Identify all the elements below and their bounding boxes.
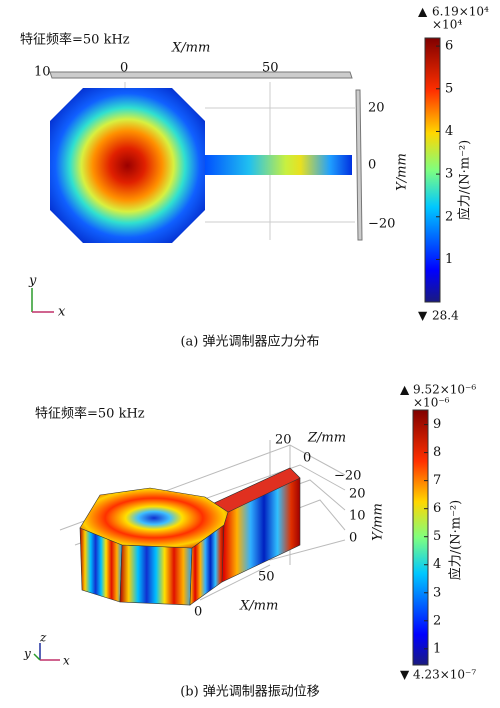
y-axis-label: Y/mm bbox=[371, 503, 386, 541]
colorbar-tick-label: 1 bbox=[433, 641, 441, 656]
colorbar-tick-label: 9 bbox=[433, 417, 441, 432]
colorbar-tick-label: 4 bbox=[433, 557, 441, 572]
colorbar-min-marker: ▼ bbox=[418, 309, 428, 323]
colorbar bbox=[412, 409, 429, 666]
y-axis-bar bbox=[355, 89, 363, 241]
y-tick: 20 bbox=[349, 487, 366, 502]
colorbar-min: 4.23×10⁻⁷ bbox=[413, 668, 476, 682]
modulator-bar bbox=[205, 155, 352, 175]
colorbar-tick-label: 5 bbox=[445, 81, 453, 96]
axis-bar bbox=[49, 71, 353, 79]
y-tick: 10 bbox=[349, 509, 366, 524]
z-tick: −20 bbox=[334, 469, 361, 484]
colorbar-min: 28.4 bbox=[432, 309, 459, 323]
panel-a: 特征频率=50 kHz X/mm 10 0 50 20 0 −20 Y/mm y… bbox=[20, 5, 489, 350]
y-tick: 20 bbox=[368, 101, 385, 116]
colorbar-max: 6.19×10⁴ bbox=[432, 5, 489, 19]
triad-x-label: x bbox=[63, 654, 70, 668]
colorbar-min-marker: ▼ bbox=[400, 668, 410, 682]
x-tick: 0 bbox=[120, 61, 128, 76]
y-tick: 0 bbox=[368, 158, 376, 173]
caption: (b) 弹光调制器振动位移 bbox=[180, 685, 320, 700]
z-tick: 0 bbox=[303, 451, 311, 466]
colorbar-tick-label: 7 bbox=[433, 473, 441, 488]
triad-z-label: z bbox=[39, 631, 47, 645]
colorbar bbox=[424, 37, 441, 303]
y-axis-label: Y/mm bbox=[395, 153, 410, 191]
x-axis-label: X/mm bbox=[171, 41, 210, 56]
colorbar-tick-label: 1 bbox=[445, 252, 453, 267]
triad-y bbox=[33, 653, 41, 661]
colorbar-tick-label: 6 bbox=[433, 501, 441, 516]
colorbar-tick-label: 3 bbox=[433, 585, 441, 600]
colorbar-label: 应力/(N·m⁻²) bbox=[457, 140, 473, 220]
y-tick: −20 bbox=[368, 217, 395, 232]
triad-x-label: x bbox=[58, 305, 66, 320]
colorbar-max-marker: ▲ bbox=[400, 383, 410, 397]
colorbar-max: 9.52×10⁻⁶ bbox=[413, 383, 476, 397]
colorbar-label: 应力/(N·m⁻²) bbox=[448, 500, 464, 580]
frequency-label: 特征频率=50 kHz bbox=[20, 32, 130, 48]
triad-y-label: y bbox=[23, 647, 31, 661]
y-tick: 0 bbox=[349, 531, 357, 546]
colorbar-tick-label: 6 bbox=[445, 39, 453, 54]
colorbar-tick-label: 2 bbox=[445, 209, 453, 224]
panel-b: 特征频率=50 kHz 20 Z/mm 0 −20 20 10 0 Y/mm 5… bbox=[23, 383, 476, 700]
octagon-front bbox=[119, 544, 193, 606]
colorbar-tick-label: 3 bbox=[445, 167, 453, 182]
caption: (a) 弹光调制器应力分布 bbox=[180, 334, 319, 350]
colorbar-tick-label: 2 bbox=[433, 613, 441, 628]
x-axis-label: X/mm bbox=[239, 599, 278, 614]
x-tick: 50 bbox=[262, 61, 279, 76]
triad-y-label: y bbox=[28, 274, 37, 289]
x-tick: 10 bbox=[34, 65, 51, 80]
colorbar-tick-label: 5 bbox=[433, 529, 441, 544]
colorbar-tick-label: 8 bbox=[433, 445, 441, 460]
z-tick: 20 bbox=[275, 433, 292, 448]
z-axis-label: Z/mm bbox=[307, 431, 346, 446]
x-tick: 0 bbox=[194, 605, 202, 620]
modulator-octagon bbox=[50, 88, 205, 243]
octagon-top bbox=[79, 487, 229, 549]
colorbar-max-marker: ▲ bbox=[418, 5, 428, 19]
x-tick: 50 bbox=[258, 570, 275, 585]
colorbar-multiplier: ×10⁻⁶ bbox=[413, 396, 450, 410]
colorbar-multiplier: ×10⁴ bbox=[432, 18, 462, 32]
frequency-label: 特征频率=50 kHz bbox=[35, 406, 145, 422]
colorbar-tick-label: 4 bbox=[445, 124, 453, 139]
